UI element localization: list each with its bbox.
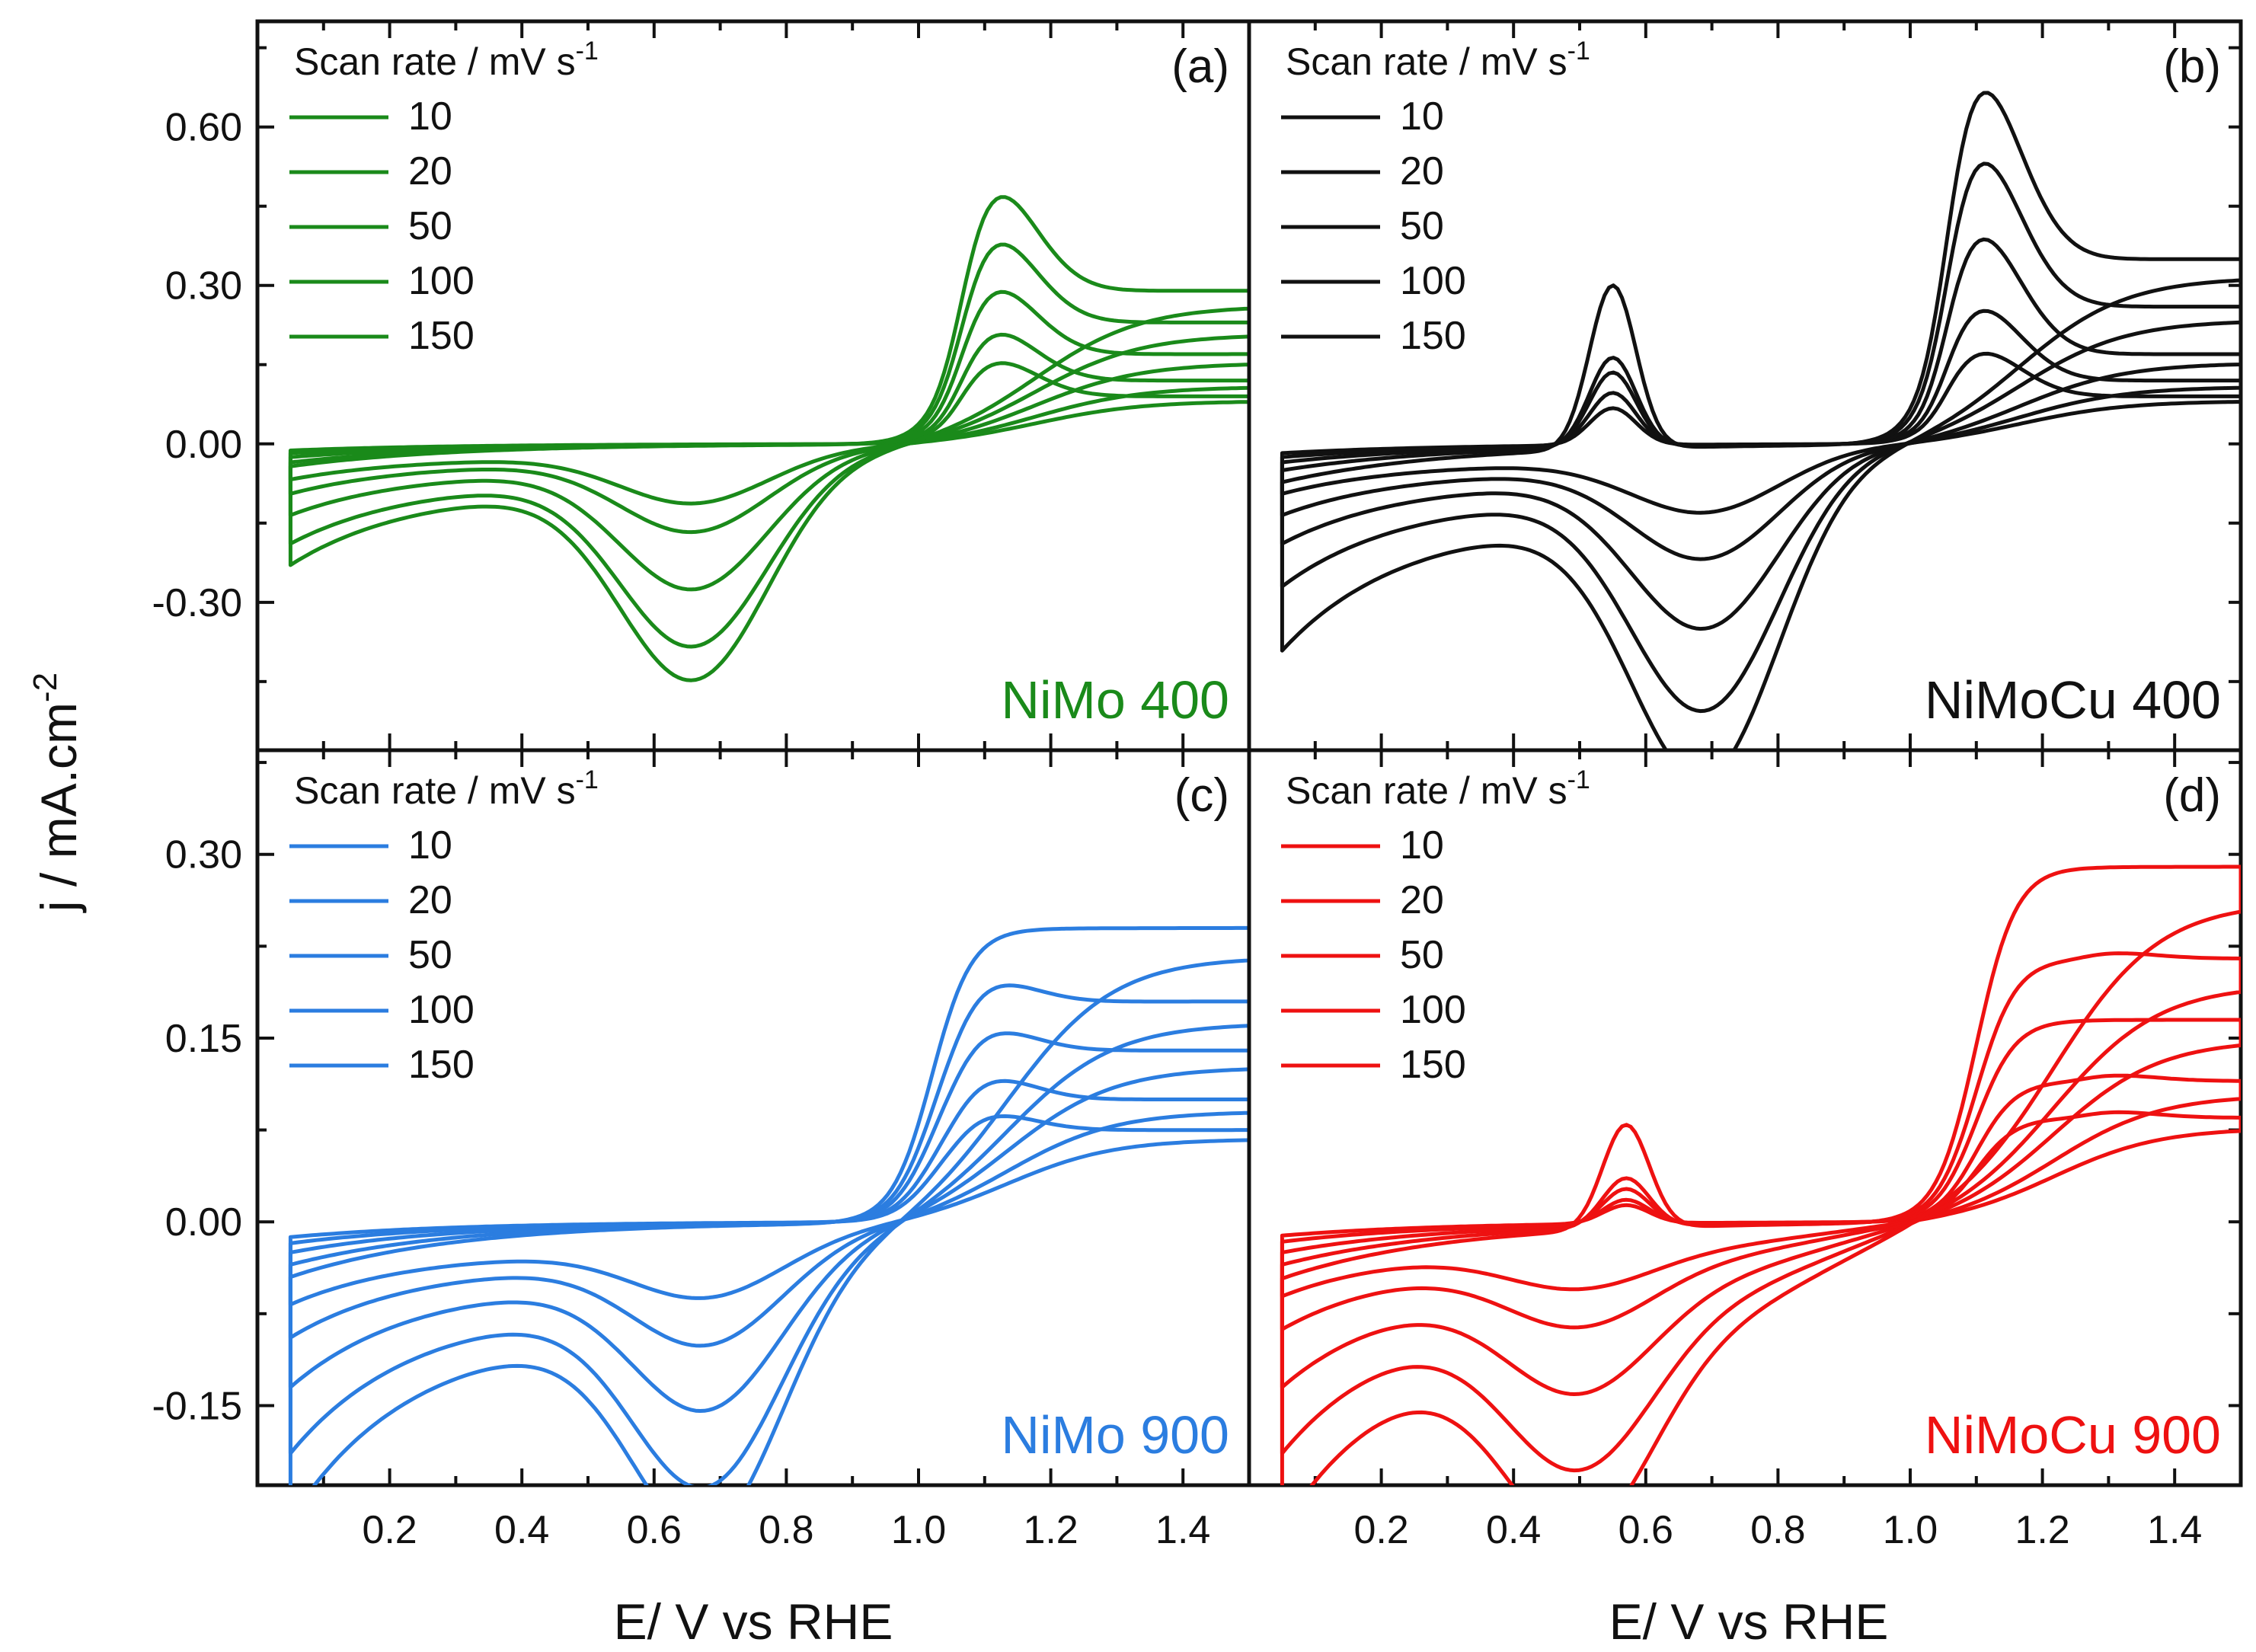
sample-label: NiMoCu 900 [1925,1405,2221,1465]
x-tick-label: 0.2 [1353,1508,1408,1552]
legend-label: 100 [1400,988,1466,1032]
legend-label: 150 [408,314,475,358]
curves-c [288,925,1249,1485]
curves-d [1280,864,2241,1485]
x-tick-label: 0.6 [1619,1508,1673,1552]
legend-label: 10 [1400,823,1444,868]
sample-label: NiMo 900 [1001,1405,1229,1465]
x-axis-title-right: E/ V vs RHE [1609,1593,1889,1650]
legend-label: 150 [1400,1043,1466,1087]
y-tick-label: 0.00 [165,1200,242,1245]
x-tick-label: 0.2 [362,1508,417,1552]
x-tick-label: 1.0 [891,1508,946,1552]
cv-curve-b-150 [1280,91,2241,750]
curves-a [288,195,1249,682]
legend-label: 150 [408,1043,475,1087]
y-tick-label: 0.00 [165,423,242,467]
chart-panels: -0.30 0.00 0.30 0.60 Scan rate / mV s-1 10 20 5… [152,19,2243,1552]
legend-title: Scan rate / mV s-1 [294,765,599,812]
x-tick-label: 0.4 [494,1508,549,1552]
x-tick-label: 0.6 [627,1508,682,1552]
cv-curve-d-100 [1280,951,2241,1473]
x-tick-label: 1.2 [2015,1508,2069,1552]
panel-letter: (a) [1171,40,1229,93]
x-axis-title-left: E/ V vs RHE [614,1593,893,1650]
cv-curve-d-10 [1280,1110,2241,1299]
legend-label: 20 [1400,149,1444,193]
cv-curve-d-150 [1280,864,2241,1485]
legend-label: 10 [1400,94,1444,139]
legend-label: 50 [408,204,452,248]
cv-curve-d-20 [1280,1073,2241,1331]
sample-label: NiMo 400 [1001,670,1229,730]
cv-curve-c-150 [288,925,1249,1485]
y-tick-label: -0.15 [152,1384,242,1428]
x-tick-label: 0.8 [759,1508,813,1552]
legend-label: 100 [408,259,475,303]
panel-c: 0.2 0.4 0.6 0.8 1.0 1.2 1.4 -0.15 0.00 0.15 0.30 Sc… [152,748,1251,1552]
y-tick-label: 0.15 [165,1017,242,1061]
legend-title: Scan rate / mV s-1 [1286,765,1590,812]
curves-b [1280,91,2241,750]
x-tick-label: 1.4 [1155,1508,1210,1552]
legend-title: Scan rate / mV s-1 [294,37,599,83]
legend-label: 20 [408,878,452,922]
cv-curve-b-100 [1280,161,2241,714]
legend-label: 50 [1400,933,1444,977]
x-tick-label: 0.8 [1750,1508,1805,1552]
legend-label: 20 [1400,878,1444,922]
sample-label: NiMoCu 400 [1925,670,2221,730]
x-tick-label: 1.4 [2147,1508,2202,1552]
legend-label: 10 [408,823,452,868]
x-tick-label: 1.0 [1883,1508,1938,1552]
y-tick-label: 0.30 [165,264,242,308]
x-tick-label: 1.2 [1023,1508,1078,1552]
y-axis-title: j / mA.cm-2 [27,673,87,913]
legend-title: Scan rate / mV s-1 [1286,37,1590,83]
legend-label: 20 [408,149,452,193]
legend-label: 150 [1400,314,1466,358]
cv-curve-b-10 [1280,351,2241,515]
legend-label: 50 [408,933,452,977]
cv-curve-d-50 [1280,1018,2241,1396]
x-tick-label: 0.4 [1486,1508,1541,1552]
legend-label: 10 [408,94,452,139]
panel-letter: (b) [2163,40,2221,93]
cv-curve-b-50 [1280,237,2241,631]
panel-a: -0.30 0.00 0.30 0.60 Scan rate / mV s-1 10 20 5… [152,19,1251,753]
y-tick-label: 0.30 [165,833,242,877]
y-tick-label: 0.60 [165,106,242,150]
cv-curve-b-20 [1280,308,2241,561]
y-tick-label: -0.30 [152,581,242,625]
legend-label: 100 [408,988,475,1032]
cv-curve-a-150 [288,195,1249,682]
panel-letter: (c) [1174,769,1229,822]
panel-letter: (d) [2163,769,2221,822]
panel-b: Scan rate / mV s-1 10 20 50 100 150 (b) NiMoCu … [1247,19,2243,753]
legend-label: 50 [1400,204,1444,248]
panel-d: 0.2 0.4 0.6 0.8 1.0 1.2 1.4 Scan rate / mV s-1 1… [1247,748,2243,1552]
legend-label: 100 [1400,259,1466,303]
